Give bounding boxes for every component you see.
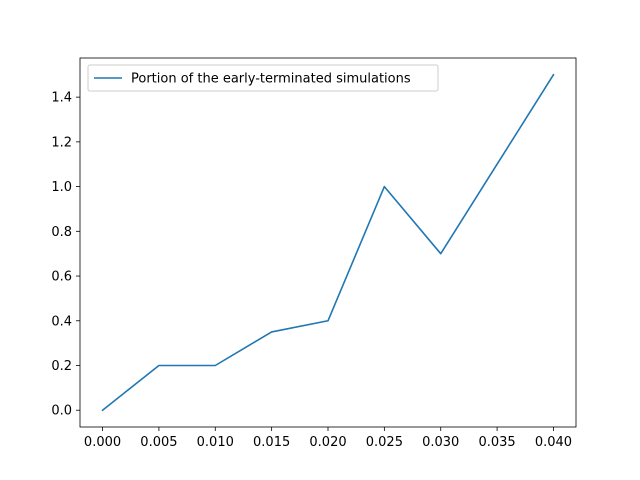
x-tick-label: 0.005 bbox=[140, 435, 177, 450]
x-tick-label: 0.040 bbox=[535, 435, 572, 450]
legend-box bbox=[87, 64, 439, 92]
y-tick-label: 1.4 bbox=[51, 91, 72, 106]
y-tick-label: 0.2 bbox=[51, 359, 72, 374]
y-axis-ticks: 0.0 0.2 0.4 0.6 0.8 1.0 1.2 1.4 bbox=[51, 91, 80, 419]
x-tick-label: 0.025 bbox=[366, 435, 403, 450]
series-line bbox=[101, 73, 555, 412]
y-tick-label: 1.2 bbox=[51, 135, 72, 150]
x-tick-label: 0.035 bbox=[478, 435, 515, 450]
x-tick-label: 0.015 bbox=[253, 435, 290, 450]
y-tick-label: 1.0 bbox=[51, 180, 72, 195]
x-axis-ticks: 0.000 0.005 0.010 0.015 0.020 0.025 0.030 0.035… bbox=[84, 427, 572, 450]
series-layer bbox=[101, 73, 555, 412]
x-tick-label: 0.020 bbox=[309, 435, 346, 450]
legend: Portion of the early-terminated simulati… bbox=[87, 64, 439, 92]
x-tick-label: 0.000 bbox=[84, 435, 121, 450]
x-tick-label: 0.030 bbox=[422, 435, 459, 450]
legend-label: Portion of the early-terminated simulati… bbox=[131, 72, 411, 87]
y-tick-label: 0.8 bbox=[51, 225, 72, 240]
y-tick-label: 0.6 bbox=[51, 270, 72, 285]
x-tick-label: 0.010 bbox=[197, 435, 234, 450]
y-tick-label: 0.0 bbox=[51, 404, 72, 419]
y-tick-label: 0.4 bbox=[51, 314, 72, 329]
axes-frame bbox=[79, 57, 577, 428]
